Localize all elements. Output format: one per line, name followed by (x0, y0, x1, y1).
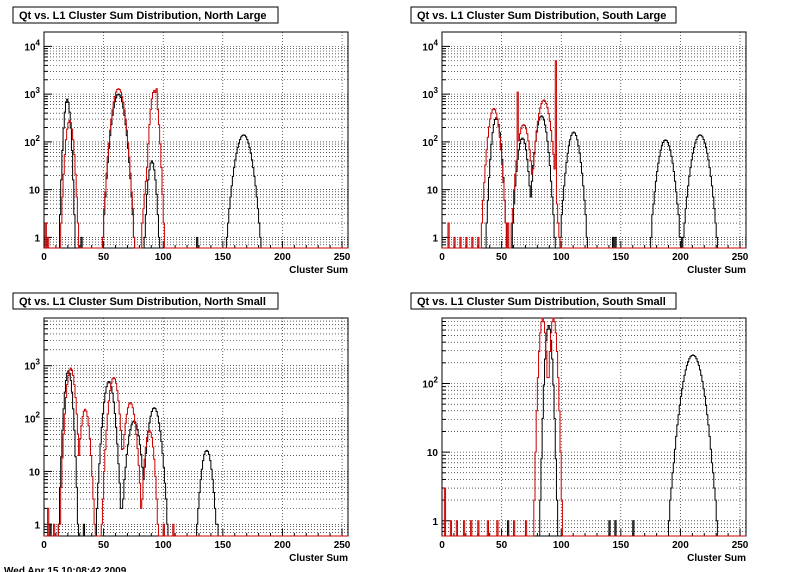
x-tick-label: 0 (439, 540, 445, 551)
x-axis-label: Cluster Sum (289, 553, 348, 564)
x-tick-label: 50 (496, 252, 508, 263)
panel-title-box (410, 6, 677, 24)
y-axis: 1 10 102 103 (24, 317, 52, 537)
panel-title-4: Qt vs. L1 Cluster Sum Distribution, Sout… (410, 292, 677, 310)
y-tick-label: 102 (422, 375, 438, 390)
histogram-series-red (44, 88, 348, 249)
y-tick-label: 10 (427, 186, 439, 197)
x-axis-label: Cluster Sum (687, 265, 746, 276)
x-tick-label: 0 (41, 540, 47, 551)
x-axis-label: Cluster Sum (687, 553, 746, 564)
y-tick-label: 1 (432, 233, 438, 244)
y-tick-label: 103 (422, 86, 438, 101)
panel-title-1: Qt vs. L1 Cluster Sum Distribution, Nort… (12, 6, 279, 24)
x-tick-label: 200 (274, 540, 291, 551)
x-tick-label: 0 (439, 252, 445, 263)
y-tick-label: 1 (34, 233, 40, 244)
panel-title-box (410, 292, 677, 310)
footer-timestamp: Wed Apr 15 10:08:42 2009 (4, 566, 127, 572)
panel-title-text: Qt vs. L1 Cluster Sum Distribution, Nort… (19, 296, 266, 308)
y-axis: 1 10 102 (422, 317, 450, 537)
x-axis: 0 50 100 150 200 250 Cluster Sum (41, 241, 351, 276)
plot-frame (441, 31, 747, 249)
histogram-panel-2: Qt vs. L1 Cluster Sum Distribution, Sout… (410, 6, 749, 276)
plot-frame (43, 31, 349, 249)
x-tick-label: 150 (612, 540, 629, 551)
panel-title-box (12, 6, 279, 24)
x-tick-label: 100 (155, 540, 172, 551)
histogram-panel-3: Qt vs. L1 Cluster Sum Distribution, Nort… (12, 292, 351, 564)
x-tick-label: 150 (612, 252, 629, 263)
y-tick-label: 104 (422, 38, 438, 53)
panel-title-text: Qt vs. L1 Cluster Sum Distribution, Nort… (19, 10, 267, 22)
x-tick-label: 100 (155, 252, 172, 263)
panel-title-text: Qt vs. L1 Cluster Sum Distribution, Sout… (417, 10, 666, 22)
x-tick-label: 150 (214, 252, 231, 263)
x-tick-label: 50 (98, 540, 110, 551)
x-tick-label: 100 (553, 540, 570, 551)
x-tick-label: 250 (732, 252, 749, 263)
x-tick-label: 0 (41, 252, 47, 263)
panel-title-text: Qt vs. L1 Cluster Sum Distribution, Sout… (417, 296, 666, 308)
x-tick-label: 50 (98, 252, 110, 263)
histogram-panel-4: Qt vs. L1 Cluster Sum Distribution, Sout… (410, 292, 749, 564)
x-tick-label: 200 (672, 252, 689, 263)
histogram-series-red (442, 60, 746, 249)
y-tick-label: 1 (34, 520, 40, 531)
y-tick-label: 103 (24, 86, 40, 101)
histogram-series-red (442, 317, 746, 537)
histogram-series-red (44, 367, 348, 537)
y-tick-label: 102 (24, 134, 40, 149)
x-axis: 0 50 100 150 200 250 Cluster Sum (439, 529, 749, 564)
y-tick-label: 10 (427, 448, 439, 459)
y-tick-label: 1 (432, 517, 438, 528)
plot-frame (441, 317, 747, 537)
grid-lines (44, 317, 348, 537)
x-tick-label: 250 (334, 252, 351, 263)
y-tick-label: 102 (422, 134, 438, 149)
grid-lines (442, 31, 746, 249)
x-tick-label: 250 (732, 540, 749, 551)
y-tick-label: 10 (29, 467, 41, 478)
panel-title-3: Qt vs. L1 Cluster Sum Distribution, Nort… (12, 292, 279, 310)
panel-title-box (12, 292, 279, 310)
panel-title-2: Qt vs. L1 Cluster Sum Distribution, Sout… (410, 6, 677, 24)
x-tick-label: 150 (214, 540, 231, 551)
y-tick-label: 104 (24, 38, 40, 53)
grid-lines (442, 317, 746, 537)
x-tick-label: 100 (553, 252, 570, 263)
x-tick-label: 50 (496, 540, 508, 551)
x-axis-label: Cluster Sum (289, 265, 348, 276)
y-tick-label: 103 (24, 358, 40, 373)
y-axis: 1 10 102 103 104 (422, 31, 450, 249)
x-axis: 0 50 100 150 200 250 Cluster Sum (41, 529, 351, 564)
y-tick-label: 102 (24, 411, 40, 426)
x-tick-label: 200 (672, 540, 689, 551)
histogram-panel-1: Qt vs. L1 Cluster Sum Distribution, Nort… (12, 6, 351, 276)
x-tick-label: 250 (334, 540, 351, 551)
y-tick-label: 10 (29, 186, 41, 197)
x-tick-label: 200 (274, 252, 291, 263)
